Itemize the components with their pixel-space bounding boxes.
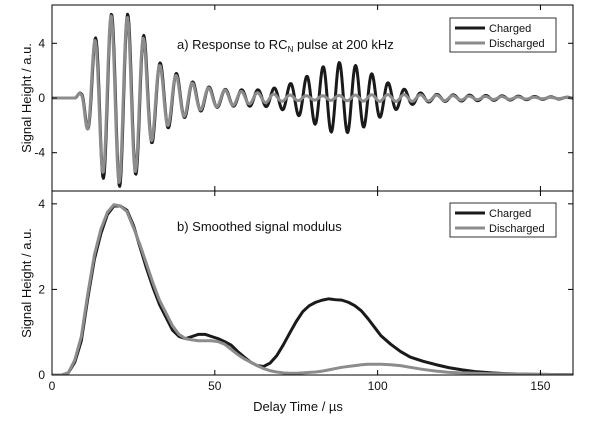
panel-a-legend: Charged Discharged xyxy=(449,17,557,53)
panel-a-series-group xyxy=(52,12,573,188)
panel-b-y-tick-label: 4 xyxy=(38,197,45,211)
panel-b-frame xyxy=(51,190,574,376)
panel-b-y-ticks: 0 2 4 xyxy=(38,197,573,382)
x-axis-label: Delay Time / µs xyxy=(253,399,343,414)
panel-b-series-group xyxy=(52,203,573,375)
panel-a: -4 0 4 a) Response to RCN pulse at 200 kHz… xyxy=(34,4,574,192)
panel-b-x-ticks: 0 50 100 150 xyxy=(49,191,551,393)
panel-b-title: b) Smoothed signal modulus xyxy=(177,219,342,234)
panel-a-y-tick-label: 0 xyxy=(38,91,45,105)
panel-b: 0 2 4 0 50 100 150 b) Smoothed signal modulus… xyxy=(38,190,574,393)
panel-a-series-discharged xyxy=(52,14,573,184)
panel-a-title: a) Response to RCN pulse at 200 kHz xyxy=(177,37,394,54)
panel-a-legend-discharged: Discharged xyxy=(489,38,545,50)
panel-a-x-ticks xyxy=(51,5,541,191)
panel-b-y-tick-label: 2 xyxy=(38,282,45,296)
panel-b-y-tick-label: 0 xyxy=(38,368,45,382)
panel-a-y-ticks: -4 0 4 xyxy=(34,36,573,160)
panel-a-plot-area xyxy=(52,12,573,188)
x-tick-label: 0 xyxy=(49,379,56,393)
x-tick-label: 50 xyxy=(208,379,222,393)
panel-b-legend-charged: Charged xyxy=(489,208,531,220)
x-tick-label: 100 xyxy=(368,379,388,393)
panel-b-legend: Charged Discharged xyxy=(449,202,557,238)
panel-b-legend-box xyxy=(449,202,557,238)
x-tick-label: 150 xyxy=(530,379,550,393)
panel-b-series-discharged xyxy=(52,203,573,375)
panel-a-y-tick-label: 4 xyxy=(38,36,45,50)
panel-b-legend-discharged: Discharged xyxy=(489,223,545,235)
panel-b-y-axis-label: Signal Height / a.u. xyxy=(19,228,34,338)
panel-b-plot-area xyxy=(52,203,573,375)
panel-a-y-tick-label: -4 xyxy=(34,146,45,160)
panel-a-legend-box xyxy=(449,17,557,53)
panel-a-y-axis-label: Signal Height / a.u. xyxy=(19,43,34,153)
panel-a-legend-charged: Charged xyxy=(489,23,531,35)
